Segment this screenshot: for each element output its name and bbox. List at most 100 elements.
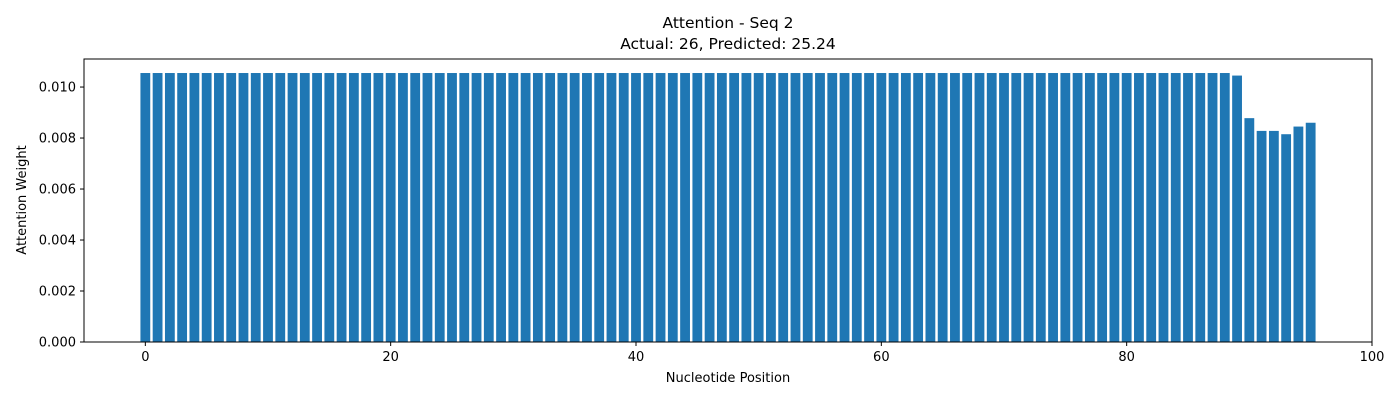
bar-64 — [925, 73, 936, 343]
bar-78 — [1097, 73, 1108, 343]
y-tick-label: 0.004 — [39, 234, 76, 249]
bar-51 — [766, 73, 776, 343]
bar-35 — [569, 73, 580, 343]
bar-87 — [1207, 73, 1218, 343]
bars-group — [140, 73, 1316, 343]
bar-33 — [545, 73, 556, 343]
bar-75 — [1060, 73, 1071, 343]
bar-92 — [1268, 130, 1279, 342]
bar-21 — [398, 73, 408, 343]
bar-37 — [594, 73, 605, 343]
bar-58 — [851, 73, 862, 343]
bar-79 — [1109, 73, 1120, 343]
bar-7 — [226, 73, 237, 343]
bar-73 — [1035, 73, 1046, 343]
y-tick-label: 0.002 — [39, 285, 76, 300]
bar-65 — [937, 73, 948, 343]
bar-27 — [471, 73, 482, 343]
bar-68 — [974, 73, 985, 343]
x-tick-label: 0 — [141, 350, 149, 365]
bar-4 — [189, 73, 200, 343]
x-tick-label: 60 — [873, 350, 890, 365]
bar-12 — [287, 73, 298, 343]
bar-93 — [1281, 134, 1292, 342]
bar-56 — [827, 73, 838, 343]
bar-5 — [201, 73, 212, 343]
bar-30 — [508, 73, 519, 343]
y-tick-label: 0.000 — [39, 336, 76, 351]
bar-84 — [1170, 73, 1181, 343]
bar-55 — [815, 73, 825, 343]
bar-54 — [802, 73, 813, 343]
y-axis-label: Attention Weight — [15, 145, 30, 254]
bar-52 — [778, 73, 789, 343]
bar-19 — [373, 73, 384, 343]
bar-61 — [888, 73, 899, 343]
bar-95 — [1305, 122, 1316, 343]
bar-70 — [999, 73, 1009, 343]
bar-17 — [348, 73, 359, 343]
x-axis-label: Nucleotide Position — [666, 371, 790, 386]
bar-26 — [459, 73, 470, 343]
bar-83 — [1158, 73, 1169, 343]
x-tick-label: 100 — [1360, 350, 1385, 365]
bar-50 — [753, 73, 764, 343]
y-axis-ticks: 0.000 0.002 0.004 0.006 0.008 0.010 — [39, 81, 84, 351]
chart-title: Attention - Seq 2 — [663, 14, 794, 32]
bar-36 — [582, 73, 592, 343]
bar-49 — [741, 73, 752, 343]
bar-63 — [913, 73, 924, 343]
bar-22 — [410, 73, 421, 343]
bar-0 — [140, 73, 151, 343]
bar-20 — [385, 73, 396, 343]
bar-25 — [447, 73, 457, 343]
bar-42 — [655, 73, 666, 343]
bar-29 — [496, 73, 506, 343]
bar-77 — [1084, 73, 1095, 343]
bar-81 — [1134, 73, 1144, 343]
bar-85 — [1183, 73, 1193, 343]
bar-72 — [1023, 73, 1034, 343]
bar-9 — [250, 73, 261, 343]
bar-45 — [692, 73, 703, 343]
bar-39 — [618, 73, 629, 343]
bar-1 — [152, 73, 163, 343]
bar-91 — [1256, 130, 1267, 342]
bar-10 — [263, 73, 273, 343]
bar-15 — [324, 73, 335, 343]
bar-46 — [704, 73, 715, 343]
bar-32 — [532, 73, 543, 343]
bar-43 — [667, 73, 678, 343]
bar-76 — [1072, 73, 1083, 343]
bar-69 — [986, 73, 997, 343]
bar-80 — [1121, 73, 1132, 343]
bar-34 — [557, 73, 568, 343]
bar-59 — [864, 73, 874, 343]
x-tick-label: 40 — [628, 350, 645, 365]
x-tick-label: 20 — [382, 350, 399, 365]
bar-40 — [631, 73, 641, 343]
y-tick-label: 0.010 — [39, 81, 76, 96]
bar-11 — [275, 73, 286, 343]
y-tick-label: 0.008 — [39, 132, 76, 147]
chart-subtitle: Actual: 26, Predicted: 25.24 — [620, 35, 836, 53]
bar-16 — [336, 73, 347, 343]
x-axis-ticks: 0 20 40 60 80 100 — [141, 342, 1384, 365]
bar-2 — [164, 73, 175, 343]
bar-14 — [312, 73, 322, 343]
y-tick-label: 0.006 — [39, 183, 76, 198]
bar-90 — [1244, 118, 1255, 343]
bar-94 — [1293, 126, 1304, 342]
bar-62 — [900, 73, 911, 343]
bar-6 — [214, 73, 224, 343]
bar-86 — [1195, 73, 1206, 343]
bar-24 — [434, 73, 445, 343]
bar-44 — [680, 73, 690, 343]
bar-38 — [606, 73, 617, 343]
bar-88 — [1219, 73, 1230, 343]
bar-67 — [962, 73, 973, 343]
bar-47 — [716, 73, 727, 343]
bar-71 — [1011, 73, 1022, 343]
